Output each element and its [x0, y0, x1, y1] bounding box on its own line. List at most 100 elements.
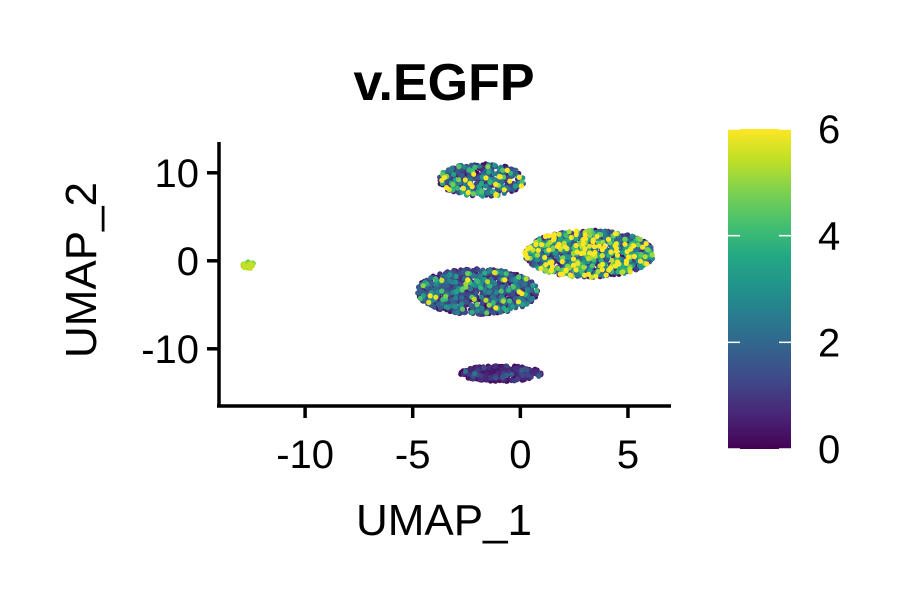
scatter-point: [592, 249, 598, 256]
scatter-point: [430, 303, 436, 309]
scatter-point: [471, 175, 478, 181]
scatter-point: [556, 241, 562, 247]
scatter-point: [443, 293, 449, 299]
scatter-point: [478, 285, 484, 291]
scatter-point: [509, 371, 515, 377]
scatter-point: [551, 237, 557, 243]
scatter-point: [518, 183, 525, 189]
scatter-point: [596, 243, 602, 249]
scatter-point: [486, 302, 492, 308]
scatter-point: [432, 276, 439, 282]
scatter-point: [455, 185, 461, 191]
colorbar: 0 2 4 6: [728, 108, 840, 472]
scatter-point: [573, 242, 579, 249]
scatter-point: [557, 271, 563, 277]
scatter-point: [439, 277, 445, 283]
x-axis-label: UMAP_1: [356, 496, 532, 545]
scatter-point: [496, 174, 502, 180]
scatter-point: [574, 249, 580, 255]
scatter-point: [503, 307, 510, 314]
scatter-point: [600, 239, 606, 245]
scatter-point: [465, 189, 471, 196]
scatter-point: [573, 236, 579, 242]
scatter-point: [603, 272, 609, 278]
scatter-point: [548, 267, 554, 273]
scatter-point: [595, 269, 601, 275]
scatter-point: [499, 284, 505, 290]
scatter-point: [459, 172, 465, 178]
scatter-point: [416, 286, 422, 292]
scatter-point: [570, 250, 576, 256]
scatter-point: [563, 267, 569, 273]
scatter-point: [586, 243, 593, 249]
scatter-point: [533, 242, 539, 248]
scatter-point: [580, 237, 586, 243]
scatter-point: [470, 267, 476, 274]
scatter-point: [563, 233, 569, 239]
scatter-point: [444, 282, 450, 288]
y-axis-label: UMAP_2: [57, 182, 106, 358]
scatter-point: [543, 262, 549, 268]
scatter-point: [441, 175, 447, 181]
scatter-point: [417, 295, 423, 302]
scatter-point: [453, 279, 459, 285]
scatter-point: [568, 272, 574, 278]
scatter-point: [559, 259, 565, 265]
scatter-point: [474, 301, 480, 308]
colorbar-tick-label: 0: [818, 428, 840, 472]
scatter-point: [539, 242, 545, 248]
scatter-point: [614, 252, 621, 258]
scatter-point: [486, 268, 492, 274]
scatter-point: [530, 282, 536, 288]
y-tick-label: 10: [155, 152, 200, 196]
x-tick-label: -10: [276, 433, 334, 477]
scatter-point: [467, 176, 473, 182]
scatter-point: [599, 253, 605, 259]
scatter-point: [486, 169, 492, 175]
scatter-point: [452, 304, 458, 310]
scatter-point: [524, 255, 531, 261]
scatter-point: [493, 375, 499, 381]
scatter-point: [427, 293, 433, 299]
scatter-point: [510, 284, 516, 290]
scatter-point: [491, 295, 497, 301]
scatter-point: [608, 249, 614, 255]
scatter-point: [508, 272, 514, 278]
scatter-point: [461, 164, 467, 170]
scatter-point: [450, 181, 456, 188]
scatter-point: [448, 167, 454, 173]
scatter-point: [460, 269, 466, 275]
scatter-point: [479, 305, 485, 311]
scatter-point: [503, 282, 509, 288]
scatter-point: [573, 232, 579, 238]
scatter-point: [582, 232, 588, 238]
scatter-point: [504, 167, 510, 173]
scatter-point: [456, 177, 462, 183]
scatter-point: [241, 264, 247, 271]
scatter-point: [525, 372, 531, 378]
scatter-point: [486, 365, 492, 371]
scatter-point: [439, 288, 445, 294]
scatter-point: [429, 281, 435, 287]
scatter-point: [504, 372, 510, 379]
scatter-point: [562, 244, 568, 250]
scatter-point: [609, 257, 615, 264]
x-tick-label: -5: [395, 433, 431, 477]
scatter-point: [462, 368, 469, 375]
scatter-point: [484, 310, 490, 316]
scatter-point: [465, 277, 471, 283]
scatter-point: [598, 257, 604, 264]
scatter-point: [538, 265, 544, 272]
scatter-point: [524, 367, 530, 373]
colorbar-ticks: 0 2 4 6: [728, 108, 840, 472]
scatter-point: [433, 294, 439, 300]
scatter-point: [490, 300, 496, 306]
colorbar-gradient: [728, 129, 791, 449]
scatter-point: [428, 275, 434, 281]
scatter-point: [433, 281, 439, 287]
x-tick-label: 5: [617, 433, 639, 477]
scatter-point: [455, 169, 461, 175]
scatter-point: [510, 304, 516, 310]
scatter-point: [472, 370, 478, 377]
scatter-point: [556, 231, 562, 237]
